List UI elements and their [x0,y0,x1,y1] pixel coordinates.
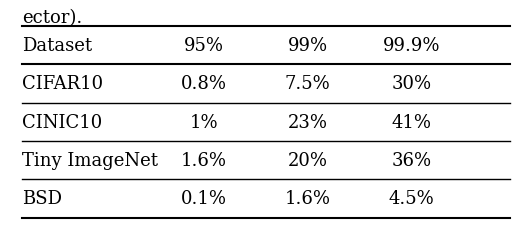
Text: 4.5%: 4.5% [389,190,434,208]
Text: 7.5%: 7.5% [285,75,330,93]
Text: BSD: BSD [22,190,62,208]
Text: 20%: 20% [288,152,328,170]
Text: 95%: 95% [184,37,224,55]
Text: 23%: 23% [288,114,328,132]
Text: Dataset: Dataset [22,37,92,55]
Text: 0.8%: 0.8% [181,75,227,93]
Text: 99.9%: 99.9% [383,37,441,55]
Text: 1.6%: 1.6% [284,190,331,208]
Text: CINIC10: CINIC10 [22,114,102,132]
Text: Tiny ImageNet: Tiny ImageNet [22,152,158,170]
Text: 36%: 36% [392,152,432,170]
Text: CIFAR10: CIFAR10 [22,75,103,93]
Text: 99%: 99% [288,37,328,55]
Text: 1%: 1% [189,114,218,132]
Text: 41%: 41% [392,114,432,132]
Text: ector).: ector). [22,9,82,27]
Text: 0.1%: 0.1% [181,190,227,208]
Text: 30%: 30% [392,75,432,93]
Text: 1.6%: 1.6% [181,152,227,170]
